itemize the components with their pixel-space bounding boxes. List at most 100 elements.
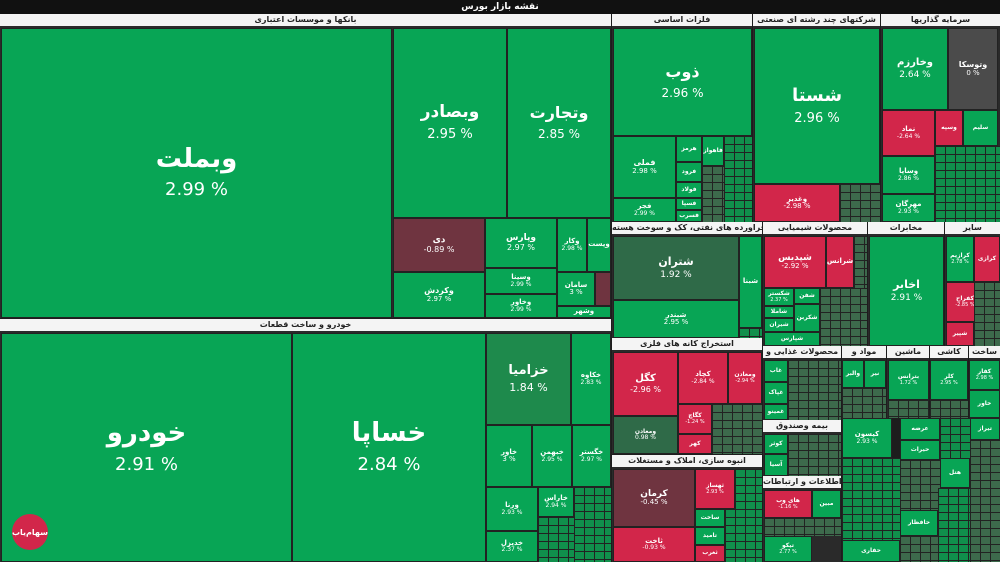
auto-small-tiles-2 [538,517,574,562]
tile-vmaadan[interactable]: ومعادن -2.94 % [728,352,762,404]
tile-khbahman[interactable]: خبهمن 2.95 % [532,425,572,487]
tile-kekhak[interactable]: کگاچ -1.24 % [678,404,712,434]
tile-zob[interactable]: ذوب 2.96 % [613,28,752,136]
tile-kegol[interactable]: کگل -2.96 % [613,352,678,416]
tile-valbar[interactable]: والبر [842,360,864,388]
construction-small-tiles-2 [735,469,762,509]
tile-kfar[interactable]: کفار 2.98 % [969,360,1000,390]
tile-shiboor[interactable]: شپیر [946,322,974,346]
tile-vmaaden2[interactable]: ومعادن 0.98 % [613,416,678,454]
tile-khavar[interactable]: خاور 3 % [486,425,532,487]
tile-foulad[interactable]: فولاد [676,182,702,198]
tile-vsina[interactable]: وسینا 2.99 % [485,268,557,294]
tile-khgostar[interactable]: خگستر 2.97 % [572,425,611,487]
tile-vsepah[interactable]: وسپه [935,110,963,146]
tile-fajr[interactable]: فجر 2.99 % [613,198,676,222]
tile-hormoz[interactable]: هرمز [676,136,702,162]
tile-kahar[interactable]: کهر [678,434,712,454]
tile-taamid[interactable]: تامید [695,527,725,545]
tile-shalila[interactable]: شاملا [764,306,794,318]
tile-khsapa[interactable]: خساپا 2.84 % [292,333,486,562]
tile-vshahr[interactable]: وشهر [557,306,611,318]
tile-kerman[interactable]: کرمان -0.45 % [613,469,695,527]
tile-vkhavar[interactable]: وخاور 2.99 % [485,294,557,318]
tile-shasta[interactable]: شستا 2.96 % [754,28,880,184]
tile-kisun[interactable]: کیسون 2.93 % [842,418,892,458]
tile-sakhtar[interactable]: ساخت [695,509,725,527]
sector-title-mining: استخراج کانه های فلزی [612,338,762,350]
tile-froud[interactable]: فرود [676,162,702,182]
tile-karazim[interactable]: کرازیم 2.78 % [946,236,974,282]
tile-tafarib[interactable]: ثغرب [695,545,725,562]
tile-vghadir[interactable]: وغدیر -2.98 % [754,184,840,222]
tile-jarfari[interactable]: حفاری [842,540,900,562]
tile-khazamia[interactable]: خزامیا 1.84 % [486,333,571,425]
tile-boutaris[interactable]: بترانس 1.72 % [888,360,929,400]
page-title: نقشه بازار بورس [0,0,1000,14]
tile-shtabkish[interactable]: شکربن [794,304,820,332]
tile-mabin[interactable]: مبین [812,490,841,518]
tile-kravi[interactable]: کرازی [974,236,1000,282]
tile-selim[interactable]: سلیم [963,110,998,146]
tile-tikko[interactable]: تیکو 2.77 % [764,536,812,562]
tile-vkar[interactable]: وکار 2.98 % [557,218,587,272]
tile-vsapa[interactable]: وساپا 2.86 % [882,156,935,194]
tile-dey[interactable]: دی -0.89 % [393,218,485,272]
tile-small-tiles [930,400,968,418]
tile-hotel[interactable]: هتل [940,458,970,488]
tile-vtejarat[interactable]: وتجارت 2.85 % [507,28,611,218]
tile-hafzar[interactable]: حافظار [900,510,938,536]
tile-shasman[interactable]: شرانس [826,236,854,288]
tile-fakhoz[interactable]: فاهواز [702,136,724,166]
tile-unknown-bank[interactable] [595,272,611,306]
tile-akhabar[interactable]: اخابر 2.91 % [869,236,944,346]
machinery-small-tiles [888,400,929,418]
tile-shbandar[interactable]: شبندر 2.95 % [613,300,739,338]
tile-nemad[interactable]: نماد -2.64 % [882,110,935,156]
tile-shiran[interactable]: شیران [764,318,794,332]
tile-vrena[interactable]: ورنا 2.93 % [486,487,538,531]
tile-vbmellat[interactable]: وبملت 2.99 % [1,28,392,318]
tile-tahsaz[interactable]: ثهساز 2.93 % [695,469,735,509]
tile-shpars[interactable]: شپارس [764,332,820,346]
tile-kharis[interactable]: خاراس 2.94 % [538,487,574,517]
tile-shebna[interactable]: شبنا [739,236,762,328]
tile-vtoska[interactable]: وتوسکا 0 % [948,28,998,110]
sector-title-materials: مواد و [842,346,886,358]
bottom-right-small-tiles-3 [900,536,938,562]
tile-koutar[interactable]: کوثر [764,434,788,454]
tile-hajver[interactable]: های وب -1.16 % [764,490,812,518]
tile-vbsader[interactable]: وبصادر 2.95 % [393,28,507,218]
tile-asia[interactable]: آسیا [764,454,788,476]
tile-arad[interactable]: عرضه [900,418,940,440]
tile-ghemina[interactable]: غمینو [764,404,788,420]
tile-fsepa[interactable]: فسپا [676,198,702,210]
tile-takht[interactable]: ثاخت -0.93 % [613,527,695,562]
tile-kchad[interactable]: کچاد -2.84 % [678,352,728,404]
tile-kelar[interactable]: کلر 2.95 % [930,360,968,400]
tile-vmehrgan[interactable]: مهرگان 2.93 % [882,194,935,222]
tile-ghabor[interactable]: غاب [764,360,788,382]
tile-shetran[interactable]: شتران 1.92 % [613,236,739,300]
tile-vkharazm[interactable]: وخارزم 2.64 % [882,28,948,110]
tile-nir[interactable]: نیر [864,360,886,388]
tile-kheirat[interactable]: حیرات [900,440,940,460]
tile-shepdis[interactable]: شپدیس -2.92 % [764,236,826,288]
tile-shekhsar[interactable]: شکستر 2.37 % [764,288,794,306]
tile-vpost[interactable]: وپست [587,218,611,272]
tile-vkardan[interactable]: وکردش 2.97 % [393,272,485,318]
tile-fsarab[interactable]: فسرب [676,210,702,222]
tile-samman[interactable]: سامان 3 % [557,272,595,306]
tile-shfan[interactable]: شفن [794,288,820,304]
tile-femli[interactable]: فملی 2.98 % [613,136,676,198]
tile-khakoh[interactable]: خکاوه 2.83 % [571,333,611,425]
bottom-right-small-tiles-6 [938,488,970,562]
tile-ghpars[interactable]: غپاک [764,382,788,404]
tile-kharaz[interactable]: خاور [969,390,1000,418]
sector-title-other: سایر [945,222,1000,234]
tile-tafz[interactable]: تیراز [970,418,1000,440]
tile-khdizl[interactable]: خدیزل 2.37 % [486,531,538,562]
sector-title-machinery: ماشین [887,346,929,358]
metals-small-tiles-2 [702,166,724,222]
tile-vpars[interactable]: وپارس 2.97 % [485,218,557,268]
